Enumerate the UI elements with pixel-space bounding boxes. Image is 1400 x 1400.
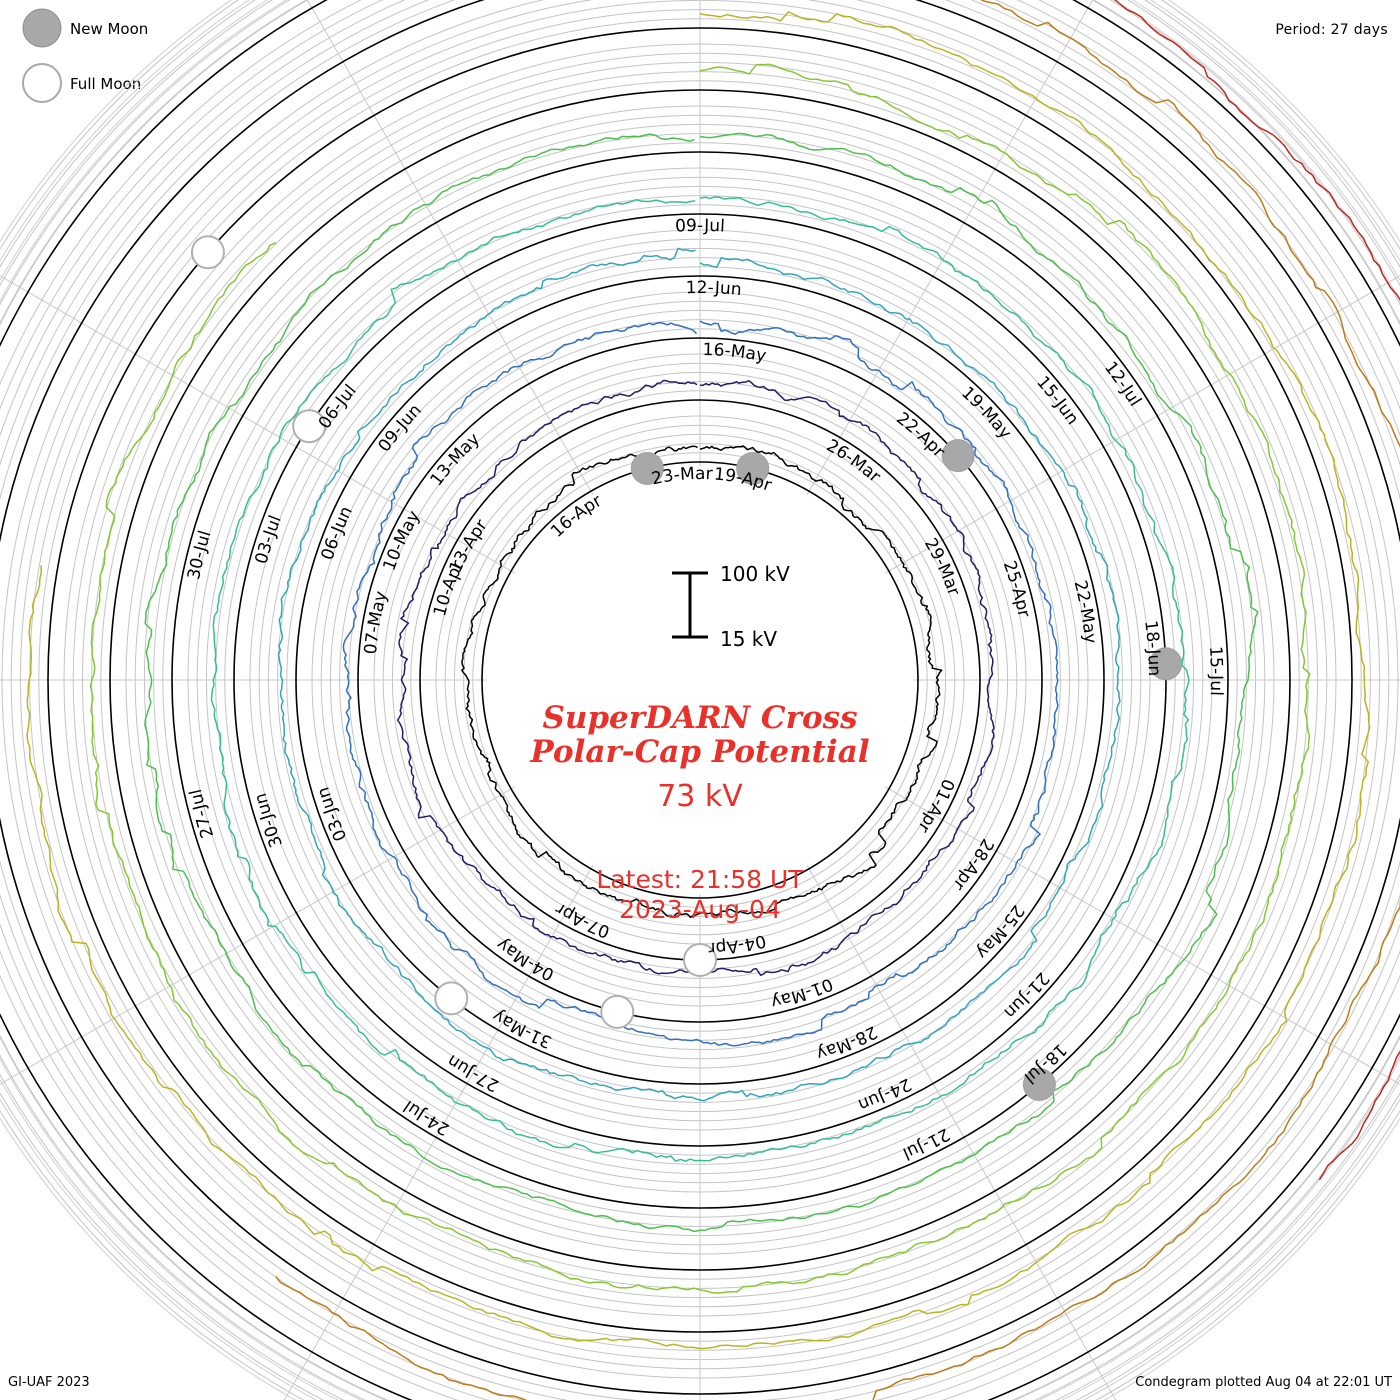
date-label: 18-Jun: [1140, 619, 1164, 676]
date-label: 30-Jul: [184, 528, 215, 581]
scale-min-label: 15 kV: [720, 627, 777, 651]
date-label: 12-Jun: [685, 278, 742, 300]
ring-baseline: [171, 151, 1229, 1209]
trace-ring-5: [144, 132, 1259, 1233]
full-moon-legend-label: Full Moon: [70, 75, 141, 93]
date-label: 22-May: [1070, 578, 1101, 644]
full-moon-marker-icon: [190, 235, 225, 270]
ring-baseline: [357, 337, 1043, 1023]
new-moon-marker-icon: [1022, 1067, 1056, 1101]
full-moon-marker-icon: [434, 981, 469, 1016]
ring-baseline: [295, 275, 1105, 1085]
full-moon-marker-icon: [600, 994, 635, 1029]
trace-ring-3: [277, 247, 1121, 1102]
date-label: 28-May: [814, 1021, 880, 1063]
ring-baseline: [47, 27, 1353, 1333]
new-moon-legend-label: New Moon: [70, 20, 148, 38]
date-label: 01-Apr: [913, 776, 958, 836]
scale-bar: 100 kV 15 kV: [672, 562, 790, 651]
ring-baseline: [109, 89, 1291, 1271]
full-moon-marker-icon: [683, 943, 717, 977]
trace-ring-0: [461, 445, 943, 919]
scale-max-label: 100 kV: [720, 562, 790, 586]
latest-time: Latest: 21:58 UT: [596, 865, 804, 894]
center-annotation: SuperDARN Cross Polar-Cap Potential 73 k…: [529, 700, 869, 924]
full-moon-swatch-icon: [22, 63, 62, 103]
page-title-line1: SuperDARN Cross: [542, 700, 857, 736]
footer-plot-time: Condegram plotted Aug 04 at 22:01 UT: [1135, 1375, 1392, 1390]
latest-date: 2023-Aug-04: [619, 895, 781, 924]
date-label: 03-Jul: [252, 513, 286, 567]
moon-markers: [190, 235, 1183, 1101]
page-title-line2: Polar-Cap Potential: [529, 734, 869, 770]
trace-ring-2: [342, 320, 1059, 1047]
trace-ring-4: [210, 196, 1190, 1162]
ring-baseline: [481, 461, 919, 899]
data-traces: [26, 0, 1400, 1400]
new-moon-marker-icon: [1149, 647, 1183, 681]
date-label: 16-May: [702, 340, 767, 366]
footer-credit: GI-UAF 2023: [8, 1375, 90, 1390]
trace-ring-8: [275, 0, 1400, 1400]
trace-ring-7: [26, 11, 1371, 1350]
date-label: 27-Jul: [186, 787, 218, 840]
new-moon-marker-icon: [941, 439, 975, 473]
date-label: 19-May: [957, 383, 1015, 443]
date-label: 09-Jul: [675, 216, 726, 237]
date-label: 13-Apr: [446, 516, 492, 576]
moon-legend: New Moon Full Moon: [22, 8, 148, 103]
date-label: 15-Jul: [1205, 646, 1226, 696]
date-label: 13-May: [427, 429, 484, 490]
current-value: 73 kV: [657, 779, 743, 814]
trace-ring-6: [89, 63, 1311, 1294]
date-label: 27-Jun: [444, 1050, 502, 1095]
full-moon-marker-icon: [292, 409, 327, 444]
date-label: 25-Apr: [999, 558, 1034, 619]
date-label: 07-May: [361, 589, 392, 655]
date-label: 29-Mar: [920, 535, 964, 598]
new-moon-marker-icon: [736, 451, 770, 485]
new-moon-marker-icon: [630, 451, 664, 485]
date-label: 10-May: [379, 507, 424, 573]
date-label: 07-Apr: [552, 898, 613, 941]
new-moon-swatch-icon: [22, 8, 62, 48]
period-label: Period: 27 days: [1275, 22, 1388, 38]
